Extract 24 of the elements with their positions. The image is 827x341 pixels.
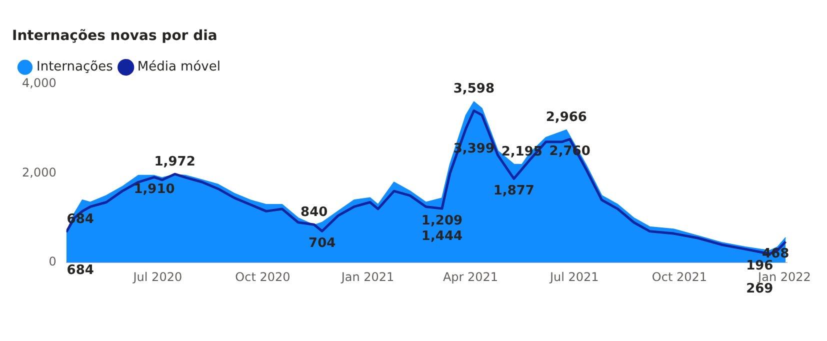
x-tick-label: Jul 2021 [548,270,599,284]
y-tick-label: 4,000 [22,76,56,90]
x-tick-label: Jul 2020 [132,270,182,284]
annotation: 1,444 [421,228,463,244]
annotation: 684 [66,262,94,278]
annotation: 3,399 [453,142,494,157]
legend-label: Internações [36,60,114,75]
annotation: 704 [308,236,336,252]
x-tick-label: Oct 2021 [652,270,707,284]
annotation: 3,598 [453,82,494,97]
annotation: 269 [746,281,774,296]
x-tick-label: Jan 2021 [340,270,394,284]
legend-label: Média móvel [137,60,220,75]
annotation: 1,209 [421,213,463,228]
annotation: 1,877 [493,184,534,199]
annotation: 1,910 [134,182,175,198]
y-tick-label: 2,000 [22,165,56,180]
annotation: 840 [300,204,328,220]
annotation: 1,972 [154,154,196,170]
annotation: 2,966 [546,110,587,125]
x-tick-label: Apr 2021 [442,270,498,284]
x-tick-label: Oct 2020 [235,270,290,284]
y-tick-label: 0 [48,254,56,269]
chart-title: Internações novas por dia [12,28,218,44]
